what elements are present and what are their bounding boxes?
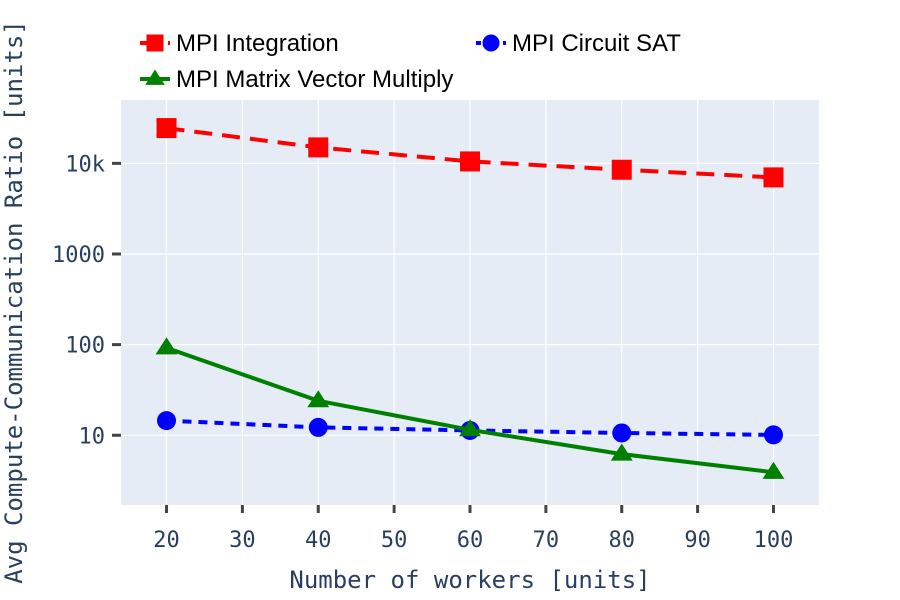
data-point <box>307 390 330 408</box>
y-axis-title: Avg Compute-Communication Ratio [units] <box>0 20 28 584</box>
series-layer <box>155 118 785 479</box>
y-tick-label: 10k <box>65 152 105 177</box>
data-point <box>308 417 328 437</box>
x-tick-label: 40 <box>305 528 332 553</box>
legend-marker <box>482 34 500 52</box>
data-point <box>156 118 177 139</box>
data-point <box>155 337 178 355</box>
legend-item: MPI Matrix Vector Multiply <box>140 66 453 93</box>
legend-item: MPI Integration <box>140 30 339 57</box>
legend-label: MPI Circuit SAT <box>512 30 681 57</box>
series-mpi-matrix-vector-multiply <box>155 337 785 479</box>
x-tick-label: 90 <box>684 528 711 553</box>
y-tick-label: 1000 <box>52 243 105 268</box>
series-mpi-circuit-sat <box>157 411 783 445</box>
y-tick-label: 10 <box>79 424 106 449</box>
data-point <box>612 423 632 443</box>
data-point <box>763 425 783 445</box>
x-tick-label: 70 <box>533 528 560 553</box>
data-point <box>763 167 784 188</box>
x-axis-title: Number of workers [units] <box>289 566 650 594</box>
data-point <box>460 151 480 172</box>
x-tick-label: 20 <box>153 528 180 553</box>
legend: MPI Integration MPI Circuit SAT MPI Matrix… <box>140 30 681 93</box>
tick-layer: 20 30 40 50 60 70 80 90 100 10 100 1000 10k <box>52 152 793 553</box>
y-tick-label: 100 <box>65 334 105 359</box>
data-point <box>610 443 633 461</box>
data-point <box>308 137 329 158</box>
x-tick-label: 30 <box>229 528 256 553</box>
x-tick-label: 60 <box>457 528 484 553</box>
data-point <box>611 159 632 180</box>
series-line <box>166 418 774 437</box>
series-mpi-integration <box>156 118 784 188</box>
data-point <box>762 461 785 479</box>
data-point <box>459 419 481 437</box>
x-tick-label: 100 <box>754 528 794 553</box>
legend-marker <box>146 34 164 52</box>
x-tick-label: 50 <box>381 528 408 553</box>
legend-label: MPI Matrix Vector Multiply <box>176 66 453 93</box>
series-line <box>166 126 774 180</box>
x-tick-label: 80 <box>608 528 635 553</box>
legend-label: MPI Integration <box>176 30 339 57</box>
data-point <box>157 411 177 431</box>
legend-item: MPI Circuit SAT <box>476 30 681 57</box>
legend-marker <box>145 69 165 85</box>
